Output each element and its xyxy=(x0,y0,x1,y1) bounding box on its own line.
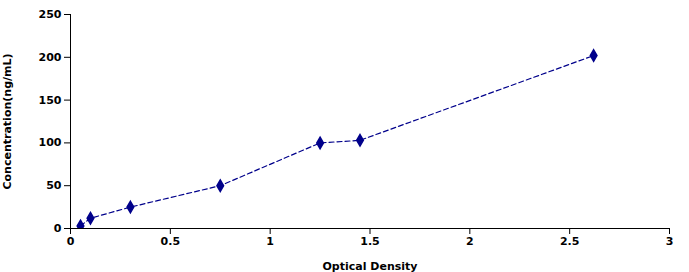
svg-text:150: 150 xyxy=(39,94,62,107)
svg-text:250: 250 xyxy=(39,8,62,21)
svg-text:2: 2 xyxy=(466,235,474,248)
svg-text:200: 200 xyxy=(39,51,62,64)
svg-text:1: 1 xyxy=(266,235,274,248)
svg-text:0: 0 xyxy=(54,222,62,235)
svg-text:Concentration(ng/mL): Concentration(ng/mL) xyxy=(1,53,14,189)
svg-text:0: 0 xyxy=(67,235,75,248)
svg-text:0.5: 0.5 xyxy=(161,235,181,248)
svg-text:2.5: 2.5 xyxy=(560,235,580,248)
svg-text:1.5: 1.5 xyxy=(360,235,380,248)
svg-text:50: 50 xyxy=(46,179,62,192)
svg-text:Optical Density: Optical Density xyxy=(323,260,418,272)
svg-text:3: 3 xyxy=(666,235,674,248)
svg-text:100: 100 xyxy=(39,136,62,149)
